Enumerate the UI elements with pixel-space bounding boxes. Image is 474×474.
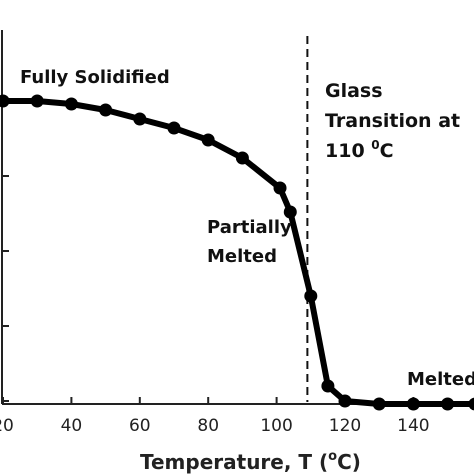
x-tick-label: 120 (329, 416, 361, 436)
x-tick-label: 20 (0, 416, 14, 436)
series-points (0, 94, 474, 411)
annotation-partially-melted-line2: Melted (207, 246, 277, 267)
data-point (338, 394, 352, 408)
x-tick-label: 60 (129, 416, 151, 436)
data-point (0, 94, 10, 108)
x-axis-label-main: Temperature, T ( (140, 450, 328, 474)
data-point (468, 397, 474, 411)
data-point (406, 397, 420, 411)
annotation-fully-solidified: Fully Solidified (20, 67, 170, 88)
data-point (321, 379, 335, 393)
data-point (235, 151, 249, 165)
annotation-glass-unit: C (380, 140, 394, 162)
data-point (64, 97, 78, 111)
data-point (99, 103, 113, 117)
annotation-partially-melted-line1: Partially (207, 217, 292, 238)
data-point (304, 289, 318, 303)
x-tick-label: 40 (61, 416, 83, 436)
data-point (441, 397, 455, 411)
x-tick-label: 140 (397, 416, 429, 436)
x-axis-label: Temperature, T (oC) (140, 449, 361, 474)
annotation-melted: Melted (407, 369, 474, 390)
x-ticks: 20 40 60 80 100 120 140 (0, 397, 430, 436)
data-point (283, 205, 297, 219)
x-axis-label-sup: o (328, 449, 337, 464)
data-point (167, 121, 181, 135)
x-axis-label-suffix: C) (337, 450, 361, 474)
annotation-glass-degree-sup: 0 (371, 138, 379, 152)
x-tick-label: 80 (197, 416, 219, 436)
y-ticks (2, 100, 9, 402)
data-point (133, 112, 147, 126)
annotation-glass-value: 110 (325, 140, 371, 162)
data-point (372, 397, 386, 411)
annotation-glass-line1: Glass (325, 80, 383, 102)
data-point (201, 133, 215, 147)
x-tick-label: 100 (260, 416, 292, 436)
annotation-glass-line3: 110 0C (325, 138, 394, 162)
data-point (273, 181, 287, 195)
annotation-glass-line2: Transition at (325, 110, 460, 132)
data-point (30, 94, 44, 108)
